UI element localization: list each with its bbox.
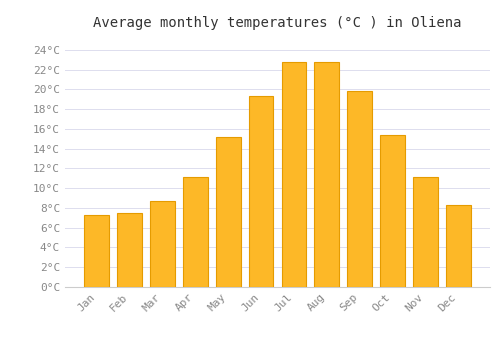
Bar	[150, 201, 174, 287]
Bar	[117, 213, 142, 287]
Bar	[84, 215, 109, 287]
Bar	[183, 177, 208, 287]
Bar	[380, 135, 405, 287]
Bar	[413, 177, 438, 287]
Bar	[348, 91, 372, 287]
Bar	[314, 62, 339, 287]
Bar	[248, 96, 274, 287]
Bar	[446, 205, 470, 287]
Title: Average monthly temperatures (°C ) in Oliena: Average monthly temperatures (°C ) in Ol…	[93, 16, 462, 30]
Bar	[216, 137, 240, 287]
Bar	[282, 62, 306, 287]
